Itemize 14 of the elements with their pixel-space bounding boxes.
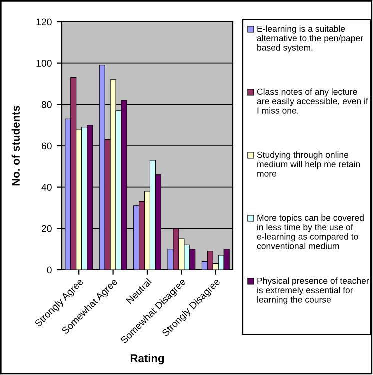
x-axis-title: Rating <box>130 354 164 365</box>
legend-label: E-learning is a suitable alternative to the pen/paper based system. <box>257 26 364 53</box>
y-tick-label: 60 <box>42 142 52 150</box>
y-tick-label: 80 <box>42 101 52 108</box>
y-tick-label: 20 <box>42 225 52 232</box>
legend-label: Studying through online medium will help me retain more <box>257 152 360 177</box>
y-tick-label: 100 <box>36 60 52 67</box>
legend-label: More topics can be covered in less time by the use of e-learning as compared to conventional medium <box>257 214 364 250</box>
y-tick-label: 0 <box>47 266 52 274</box>
y-tick-label: 40 <box>42 184 52 191</box>
y-tick-label: 120 <box>36 18 52 26</box>
legend-label: Physical presence of teacher is extremely essential for learning the course <box>258 278 370 305</box>
y-axis-title: No. of students <box>12 106 20 186</box>
legend-label: Class notes of any lecture are easily accessible, even if I miss one. <box>257 88 368 114</box>
